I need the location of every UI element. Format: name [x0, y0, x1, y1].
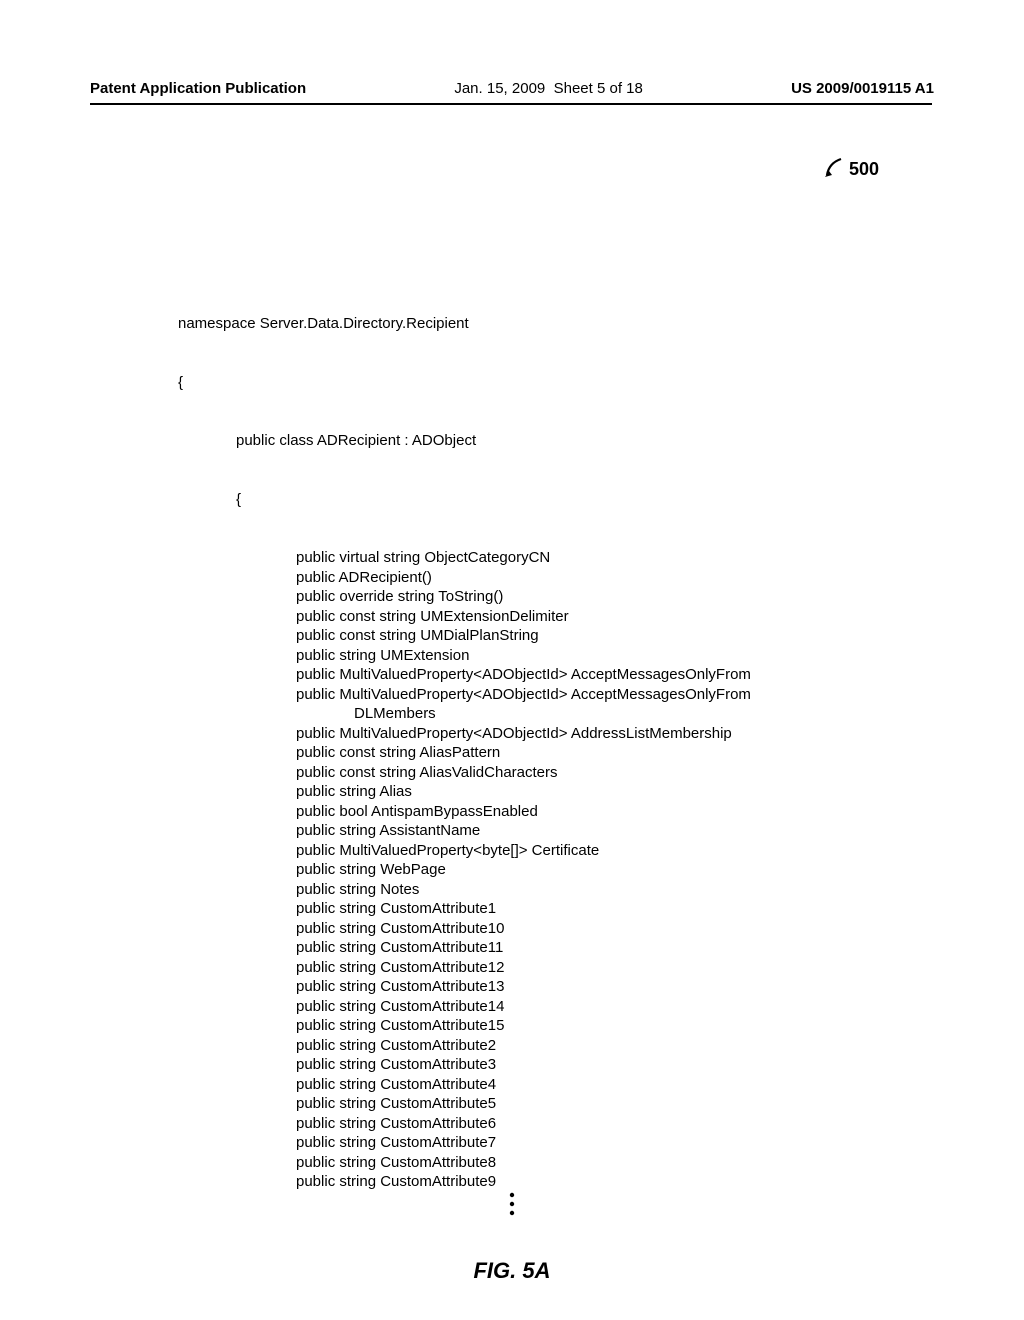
code-line: public string CustomAttribute12	[178, 958, 751, 978]
code-listing: namespace Server.Data.Directory.Recipien…	[178, 275, 751, 1211]
reference-arrow-icon	[823, 155, 845, 183]
code-line: public MultiValuedProperty<ADObjectId> A…	[178, 665, 751, 685]
reference-number-text: 500	[849, 159, 879, 180]
header-divider	[90, 103, 932, 105]
code-line: public string AssistantName	[178, 821, 751, 841]
code-line: public string CustomAttribute3	[178, 1055, 751, 1075]
code-line: public class ADRecipient : ADObject	[178, 431, 751, 451]
code-line: public const string UMDialPlanString	[178, 626, 751, 646]
page-header: Patent Application Publication Jan. 15, …	[0, 80, 1024, 97]
code-line: public MultiValuedProperty<ADObjectId> A…	[178, 724, 751, 744]
code-line: public const string AliasPattern	[178, 743, 751, 763]
code-line: public MultiValuedProperty<byte[]> Certi…	[178, 841, 751, 861]
code-line: public string WebPage	[178, 860, 751, 880]
vertical-ellipsis-icon	[0, 1192, 1024, 1222]
code-line: public override string ToString()	[178, 587, 751, 607]
code-line: DLMembers	[178, 704, 751, 724]
code-members: public virtual string ObjectCategoryCNpu…	[178, 548, 751, 1192]
code-line: public virtual string ObjectCategoryCN	[178, 548, 751, 568]
code-line: public string CustomAttribute10	[178, 919, 751, 939]
code-line: {	[178, 490, 751, 510]
code-line: public string Notes	[178, 880, 751, 900]
code-line: public bool AntispamBypassEnabled	[178, 802, 751, 822]
reference-number-annotation: 500	[823, 155, 879, 183]
code-line: public string CustomAttribute1	[178, 899, 751, 919]
code-line: public const string AliasValidCharacters	[178, 763, 751, 783]
code-line: public string CustomAttribute13	[178, 977, 751, 997]
code-line: public string CustomAttribute6	[178, 1114, 751, 1134]
code-line: public string CustomAttribute2	[178, 1036, 751, 1056]
figure-label: FIG. 5A	[0, 1258, 1024, 1284]
code-line: public string CustomAttribute7	[178, 1133, 751, 1153]
code-line: public string CustomAttribute11	[178, 938, 751, 958]
code-line: public string UMExtension	[178, 646, 751, 666]
code-line: public string CustomAttribute5	[178, 1094, 751, 1114]
code-line: public ADRecipient()	[178, 568, 751, 588]
header-right: US 2009/0019115 A1	[791, 80, 934, 97]
code-line: {	[178, 373, 751, 393]
code-line: public string CustomAttribute14	[178, 997, 751, 1017]
header-center: Jan. 15, 2009 Sheet 5 of 18	[454, 80, 643, 97]
header-left: Patent Application Publication	[90, 80, 306, 97]
code-line: public MultiValuedProperty<ADObjectId> A…	[178, 685, 751, 705]
header-sheet: Sheet 5 of 18	[554, 80, 643, 97]
code-line: public string Alias	[178, 782, 751, 802]
code-line: public string CustomAttribute15	[178, 1016, 751, 1036]
code-line: namespace Server.Data.Directory.Recipien…	[178, 314, 751, 334]
code-line: public string CustomAttribute4	[178, 1075, 751, 1095]
code-line: public string CustomAttribute9	[178, 1172, 751, 1192]
header-date: Jan. 15, 2009	[454, 80, 545, 97]
code-line: public const string UMExtensionDelimiter	[178, 607, 751, 627]
code-line: public string CustomAttribute8	[178, 1153, 751, 1173]
